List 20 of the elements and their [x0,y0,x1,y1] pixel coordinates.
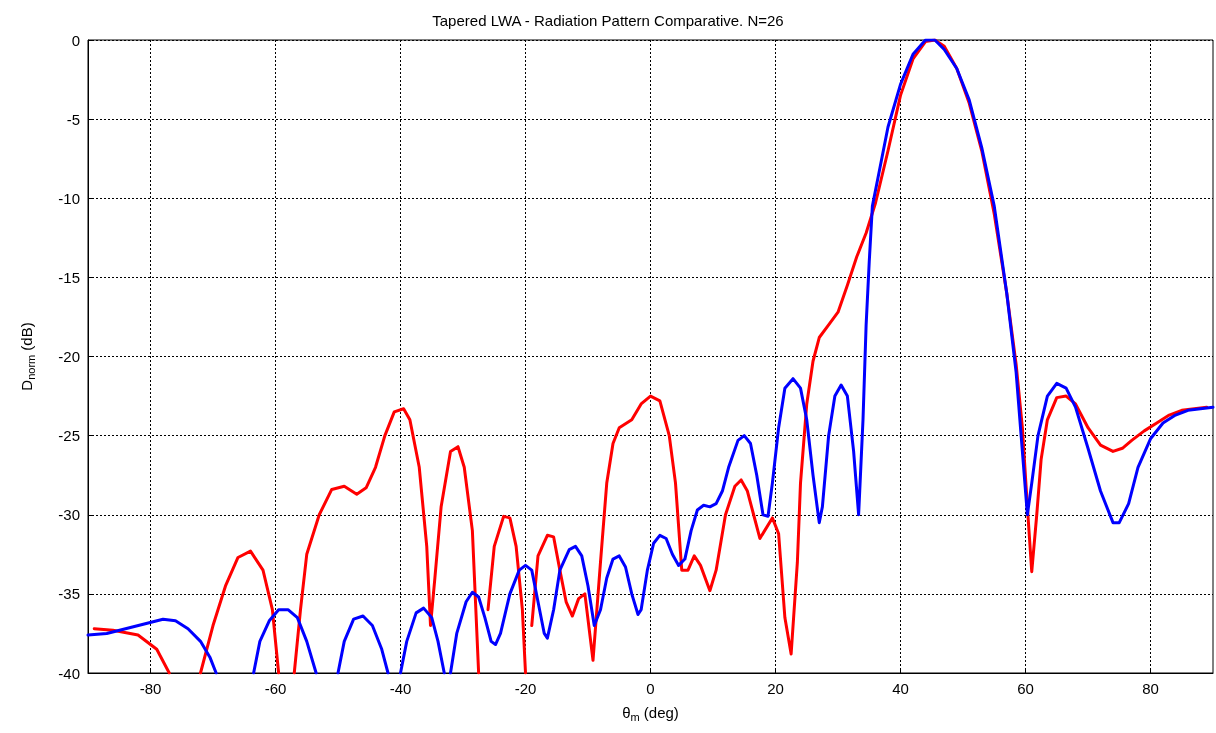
x-tick-label: 0 [646,680,655,697]
y-tick-label: -15 [58,268,80,286]
y-tick-label: -10 [58,189,80,207]
y-tick-label: -30 [58,506,80,524]
x-tick-label: 40 [892,680,909,697]
chart-title: Tapered LWA - Radiation Pattern Comparative. N=26 [432,12,784,29]
y-tick-label: -35 [58,585,80,603]
y-tick-label: -40 [58,664,80,682]
x-tick-label: -60 [264,680,287,697]
x-tick-label: 60 [1017,680,1034,697]
y-tick-label: -25 [58,427,80,445]
y-axis-title: Dnorm (dB) [18,322,37,391]
y-tick-label: -20 [58,348,80,365]
x-tick-label: 80 [1142,680,1159,697]
x-tick-label: -80 [139,680,162,697]
x-tick-label: -40 [389,680,412,697]
y-tick-label: -5 [66,110,80,128]
x-tick-label: 20 [767,680,784,697]
y-tick-label: 0 [71,31,80,49]
x-tick-label: -20 [514,680,537,697]
